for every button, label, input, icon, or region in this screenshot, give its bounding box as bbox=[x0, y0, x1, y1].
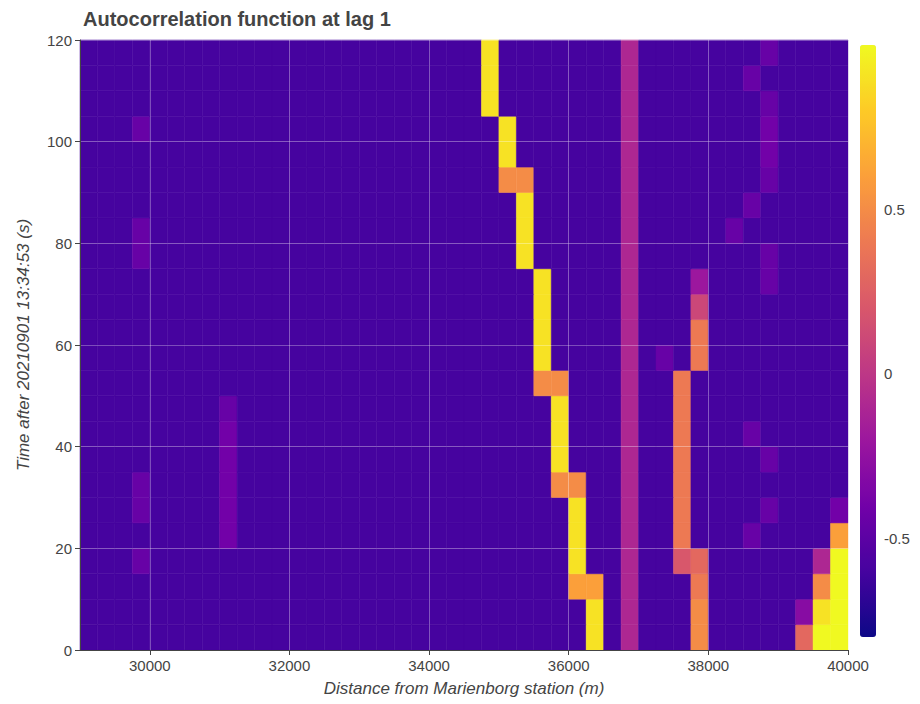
svg-text:40000: 40000 bbox=[827, 657, 869, 674]
svg-text:-0.5: -0.5 bbox=[884, 530, 910, 547]
svg-text:60: 60 bbox=[55, 337, 72, 354]
svg-text:30000: 30000 bbox=[129, 657, 171, 674]
svg-text:Distance from Marienborg stati: Distance from Marienborg station (m) bbox=[324, 679, 605, 698]
svg-text:20: 20 bbox=[55, 540, 72, 557]
svg-text:34000: 34000 bbox=[408, 657, 450, 674]
svg-text:Autocorrelation function at la: Autocorrelation function at lag 1 bbox=[83, 8, 391, 30]
svg-text:40: 40 bbox=[55, 438, 72, 455]
svg-text:80: 80 bbox=[55, 235, 72, 252]
svg-text:Time after 20210901 13:34:53 (: Time after 20210901 13:34:53 (s) bbox=[14, 219, 33, 471]
svg-text:120: 120 bbox=[47, 32, 72, 49]
svg-text:0: 0 bbox=[884, 365, 892, 382]
svg-text:100: 100 bbox=[47, 133, 72, 150]
svg-text:32000: 32000 bbox=[269, 657, 311, 674]
svg-text:0: 0 bbox=[64, 642, 72, 659]
svg-text:0.5: 0.5 bbox=[884, 201, 905, 218]
svg-text:38000: 38000 bbox=[688, 657, 730, 674]
svg-text:36000: 36000 bbox=[548, 657, 590, 674]
